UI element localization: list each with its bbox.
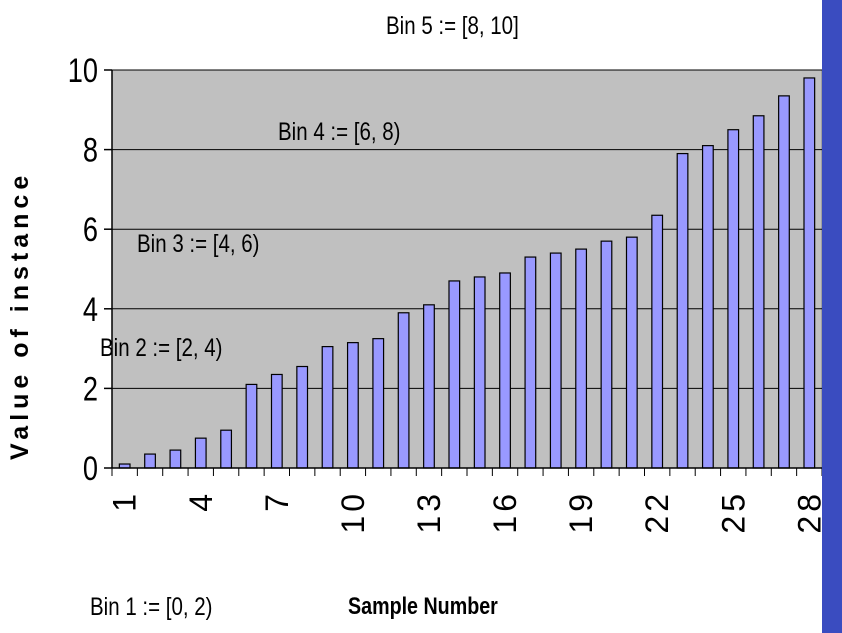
bar	[676, 152, 689, 469]
bar	[220, 429, 233, 469]
bar	[524, 256, 537, 469]
x-tick-label: 28	[791, 490, 827, 534]
x-tick-label: 7	[259, 490, 295, 512]
bar	[575, 248, 588, 469]
x-tick-label: 1	[107, 490, 143, 512]
x-tick-label: 13	[411, 490, 447, 534]
plot-background	[111, 69, 823, 469]
bar	[473, 276, 486, 469]
bar	[600, 240, 613, 469]
y-tick-label: 6	[83, 210, 98, 249]
plot-area	[111, 69, 823, 469]
annotation-bin2: Bin 2 := [2, 4)	[100, 334, 223, 362]
bar	[194, 437, 207, 469]
axes	[104, 69, 823, 476]
bar	[625, 236, 638, 469]
bar	[270, 373, 283, 469]
bar	[423, 304, 435, 469]
bar	[296, 365, 309, 469]
bar	[448, 280, 461, 469]
bar	[144, 453, 156, 469]
bar	[651, 214, 664, 469]
x-tick-label: 4	[183, 490, 219, 512]
y-tick-label: 2	[83, 369, 98, 408]
bar	[245, 383, 258, 469]
bar	[803, 77, 816, 469]
bar	[778, 95, 790, 469]
y-tick-label: 4	[83, 290, 98, 329]
bar	[321, 346, 334, 469]
x-tick-label: 10	[335, 490, 371, 534]
bar	[752, 115, 765, 469]
annotation-bin4: Bin 4 := [6, 8)	[278, 118, 401, 146]
x-tick-label: 19	[563, 490, 599, 534]
tick-labels: 0 2 4 6 8 10 1 4 7 10 13 16 19 22 25 28	[68, 51, 828, 534]
bar	[397, 312, 410, 469]
bar	[701, 145, 714, 469]
annotation-bin3: Bin 3 := [4, 6)	[137, 230, 260, 258]
bar	[727, 129, 740, 469]
x-tick-label: 22	[639, 490, 675, 534]
y-tick-label: 8	[83, 131, 98, 170]
y-tick-label: 0	[83, 449, 98, 488]
bar	[346, 342, 359, 469]
bar	[372, 338, 385, 469]
bar	[169, 449, 182, 469]
annotation-bin1: Bin 1 := [0, 2)	[90, 593, 213, 621]
annotation-bin5: Bin 5 := [8, 10]	[386, 12, 519, 40]
y-tick-label: 10	[68, 51, 98, 90]
x-tick-label: 16	[487, 490, 523, 534]
x-tick-label: 25	[715, 490, 751, 534]
y-axis-label: Value of instance	[6, 170, 34, 460]
bar	[549, 252, 562, 469]
bar	[499, 272, 511, 469]
bars	[118, 77, 816, 469]
x-axis-label: Sample Number	[348, 593, 498, 620]
side-accent-bar	[822, 0, 842, 633]
